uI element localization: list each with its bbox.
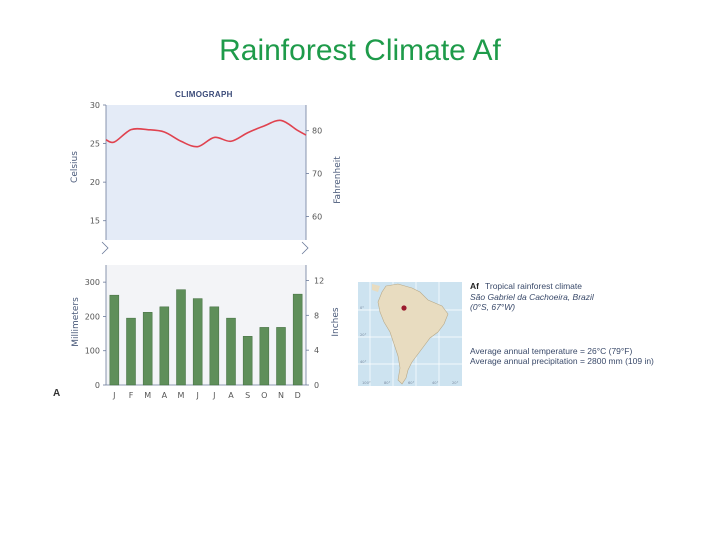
climate-legend: Af Tropical rainforest climate São Gabrie… bbox=[470, 281, 715, 367]
month-label: A bbox=[228, 391, 234, 400]
station-name: São Gabriel da Cachoeira, Brazil bbox=[470, 291, 594, 302]
precipitation-bar bbox=[209, 306, 220, 386]
map-lon-label: 100° bbox=[362, 381, 371, 385]
precipitation-bar bbox=[126, 317, 136, 386]
month-label: J bbox=[212, 391, 215, 400]
fahrenheit-tick-label: 60 bbox=[312, 212, 322, 221]
page-title: Rainforest Climate Af bbox=[219, 34, 501, 67]
central-america-landmass bbox=[372, 284, 380, 292]
celsius-tick-label: 15 bbox=[90, 217, 100, 226]
celsius-tick-label: 25 bbox=[90, 140, 100, 149]
map-lon-label: 80° bbox=[384, 381, 391, 385]
millimeter-tick-label: 300 bbox=[85, 278, 100, 287]
precipitation-bars bbox=[109, 289, 303, 386]
climate-type: Tropical rainforest climate bbox=[484, 281, 582, 291]
figure-letter: A bbox=[53, 388, 61, 399]
map-lat-label: 20° bbox=[360, 333, 367, 337]
month-label: N bbox=[278, 391, 284, 400]
average-temperature: Average annual temperature = 26°C (79°F) bbox=[470, 345, 633, 356]
millimeter-tick-label: 200 bbox=[85, 312, 100, 321]
map-lat-label: 0° bbox=[360, 306, 364, 310]
month-label: O bbox=[261, 391, 267, 400]
inch-tick-label: 8 bbox=[314, 311, 319, 320]
precipitation-bar bbox=[242, 336, 253, 386]
inch-tick-label: 4 bbox=[314, 346, 319, 355]
month-label: F bbox=[129, 391, 134, 400]
climograph-header: CLIMOGRAPH bbox=[175, 90, 233, 99]
station-coordinates: (0°S, 67°W) bbox=[470, 302, 516, 312]
station-marker bbox=[401, 305, 407, 311]
precipitation-bar bbox=[292, 293, 303, 386]
month-label: J bbox=[195, 391, 198, 400]
precipitation-bar bbox=[142, 312, 153, 386]
climate-code: Af bbox=[470, 281, 479, 291]
south-america-landmass bbox=[377, 283, 449, 385]
millimeter-tick-label: 100 bbox=[85, 347, 100, 356]
inch-axis-title: Inches bbox=[331, 307, 341, 337]
map-lon-label: 20° bbox=[452, 381, 459, 385]
precipitation-bar bbox=[276, 327, 286, 386]
precipitation-bar bbox=[259, 327, 270, 386]
temperature-line bbox=[105, 119, 307, 148]
average-precipitation: Average annual precipitation = 2800 mm (… bbox=[470, 356, 654, 366]
month-label: S bbox=[245, 391, 250, 400]
label-layer: 30 25 20 15 80 70 60 300 200 100 0 12 8 4 0 J F M A M J J A S O N… bbox=[70, 101, 343, 400]
map-lon-label: 40° bbox=[432, 381, 439, 385]
celsius-tick-label: 30 bbox=[90, 101, 100, 110]
axis-break-right bbox=[301, 241, 309, 255]
inch-tick-label: 0 bbox=[314, 381, 319, 390]
celsius-tick-label: 20 bbox=[90, 178, 100, 187]
inch-tick-label: 12 bbox=[314, 276, 324, 285]
fahrenheit-tick-label: 80 bbox=[312, 127, 322, 136]
location-map: 0° 20° 40° 100° 80° 60° 40° 20° bbox=[358, 282, 462, 386]
precipitation-bar bbox=[109, 294, 120, 386]
month-label: M bbox=[144, 391, 151, 400]
month-label: D bbox=[295, 391, 301, 400]
precipitation-bar bbox=[226, 317, 236, 386]
temperature-line-group bbox=[105, 119, 307, 148]
month-label: J bbox=[112, 391, 115, 400]
temperature-panel bbox=[106, 105, 306, 240]
precipitation-bar bbox=[176, 289, 186, 386]
fahrenheit-tick-label: 70 bbox=[312, 170, 322, 179]
climate-type-line: Af Tropical rainforest climate bbox=[470, 281, 715, 292]
precipitation-panel bbox=[106, 265, 306, 385]
precipitation-bar bbox=[159, 306, 170, 386]
month-label: A bbox=[162, 391, 168, 400]
axis-layer bbox=[101, 104, 309, 386]
precipitation-bar bbox=[192, 298, 203, 386]
millimeter-axis-title: Millimeters bbox=[71, 297, 81, 347]
map-lon-label: 60° bbox=[408, 381, 415, 385]
map-lat-label: 40° bbox=[360, 360, 367, 364]
month-label: M bbox=[178, 391, 185, 400]
fahrenheit-axis-title: Fahrenheit bbox=[333, 156, 343, 204]
celsius-axis-title: Celsius bbox=[70, 151, 80, 183]
axis-break-left bbox=[101, 241, 109, 255]
millimeter-tick-label: 0 bbox=[95, 381, 100, 390]
